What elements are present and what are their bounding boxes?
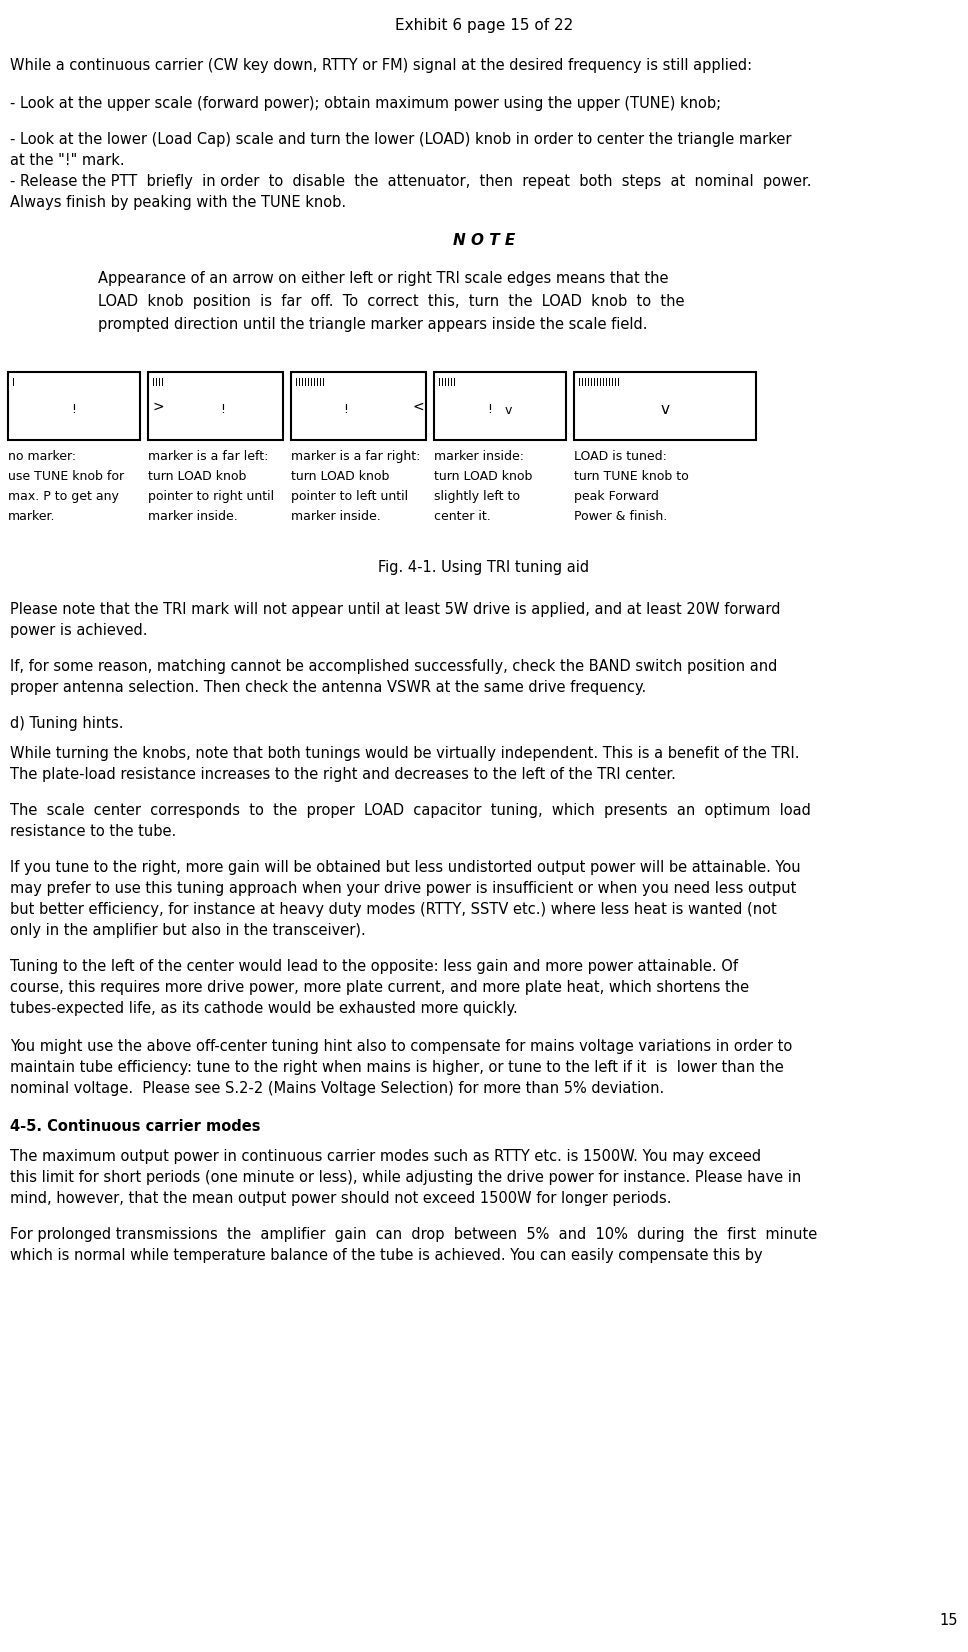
- Bar: [434, 372, 566, 439]
- Text: LOAD is tuned:: LOAD is tuned:: [574, 449, 667, 463]
- Text: IIII: IIII: [152, 378, 164, 388]
- Text: LOAD  knob  position  is  far  off.  To  correct  this,  turn  the  LOAD  knob  : LOAD knob position is far off. To correc…: [98, 294, 684, 309]
- Text: - Look at the lower (Load Cap) scale and turn the lower (LOAD) knob in order to : - Look at the lower (Load Cap) scale and…: [10, 132, 792, 147]
- Text: >: >: [152, 400, 164, 415]
- Text: Exhibit 6 page 15 of 22: Exhibit 6 page 15 of 22: [395, 18, 573, 33]
- Text: !: !: [72, 403, 76, 416]
- Text: - Release the PTT  briefly  in order  to  disable  the  attenuator,  then  repea: - Release the PTT briefly in order to di…: [10, 173, 811, 188]
- Text: which is normal while temperature balance of the tube is achieved. You can easil: which is normal while temperature balanc…: [10, 1247, 763, 1264]
- Text: marker.: marker.: [8, 510, 55, 524]
- Text: marker inside:: marker inside:: [434, 449, 524, 463]
- Bar: [574, 372, 756, 439]
- Text: The  scale  center  corresponds  to  the  proper  LOAD  capacitor  tuning,  whic: The scale center corresponds to the prop…: [10, 803, 811, 818]
- Text: slightly left to: slightly left to: [434, 491, 520, 502]
- Text: !: !: [344, 403, 348, 416]
- Text: tubes-expected life, as its cathode would be exhausted more quickly.: tubes-expected life, as its cathode woul…: [10, 1001, 518, 1016]
- Text: marker inside.: marker inside.: [148, 510, 238, 524]
- Text: v: v: [504, 405, 512, 416]
- Text: proper antenna selection. Then check the antenna VSWR at the same drive frequenc: proper antenna selection. Then check the…: [10, 681, 647, 695]
- Text: nominal voltage.  Please see S.2-2 (Mains Voltage Selection) for more than 5% de: nominal voltage. Please see S.2-2 (Mains…: [10, 1080, 664, 1095]
- Bar: [8, 372, 140, 439]
- Text: If, for some reason, matching cannot be accomplished successfully, check the BAN: If, for some reason, matching cannot be …: [10, 659, 777, 674]
- Text: prompted direction until the triangle marker appears inside the scale field.: prompted direction until the triangle ma…: [98, 317, 648, 332]
- Text: course, this requires more drive power, more plate current, and more plate heat,: course, this requires more drive power, …: [10, 980, 749, 995]
- Text: turn LOAD knob: turn LOAD knob: [434, 471, 532, 482]
- Text: d) Tuning hints.: d) Tuning hints.: [10, 715, 124, 730]
- Text: IIIIIIIIIIIIII: IIIIIIIIIIIIII: [578, 378, 620, 388]
- Text: 15: 15: [940, 1612, 958, 1627]
- Text: Fig. 4-1. Using TRI tuning aid: Fig. 4-1. Using TRI tuning aid: [378, 560, 590, 575]
- Text: For prolonged transmissions  the  amplifier  gain  can  drop  between  5%  and  : For prolonged transmissions the amplifie…: [10, 1227, 817, 1242]
- Text: While turning the knobs, note that both tunings would be virtually independent. : While turning the knobs, note that both …: [10, 747, 800, 762]
- Text: While a continuous carrier (CW key down, RTTY or FM) signal at the desired frequ: While a continuous carrier (CW key down,…: [10, 58, 752, 73]
- Text: turn TUNE knob to: turn TUNE knob to: [574, 471, 689, 482]
- Text: use TUNE knob for: use TUNE knob for: [8, 471, 124, 482]
- Text: The plate-load resistance increases to the right and decreases to the left of th: The plate-load resistance increases to t…: [10, 767, 676, 781]
- Text: but better efficiency, for instance at heavy duty modes (RTTY, SSTV etc.) where : but better efficiency, for instance at h…: [10, 902, 776, 917]
- Text: IIIIIIIIII: IIIIIIIIII: [295, 378, 325, 388]
- Text: marker inside.: marker inside.: [291, 510, 380, 524]
- Text: turn LOAD knob: turn LOAD knob: [291, 471, 389, 482]
- Text: only in the amplifier but also in the transceiver).: only in the amplifier but also in the tr…: [10, 923, 366, 938]
- Text: !: !: [221, 403, 226, 416]
- Text: this limit for short periods (one minute or less), while adjusting the drive pow: this limit for short periods (one minute…: [10, 1170, 802, 1184]
- Text: pointer to left until: pointer to left until: [291, 491, 408, 502]
- Text: power is achieved.: power is achieved.: [10, 623, 147, 638]
- Text: at the "!" mark.: at the "!" mark.: [10, 154, 125, 169]
- Text: Tuning to the left of the center would lead to the opposite: less gain and more : Tuning to the left of the center would l…: [10, 960, 738, 975]
- Text: Power & finish.: Power & finish.: [574, 510, 667, 524]
- Text: center it.: center it.: [434, 510, 491, 524]
- Text: resistance to the tube.: resistance to the tube.: [10, 824, 176, 839]
- Text: may prefer to use this tuning approach when your drive power is insufficient or : may prefer to use this tuning approach w…: [10, 881, 797, 895]
- Text: marker is a far left:: marker is a far left:: [148, 449, 268, 463]
- Text: peak Forward: peak Forward: [574, 491, 659, 502]
- Text: maintain tube efficiency: tune to the right when mains is higher, or tune to the: maintain tube efficiency: tune to the ri…: [10, 1061, 784, 1075]
- Text: no marker:: no marker:: [8, 449, 76, 463]
- Text: max. P to get any: max. P to get any: [8, 491, 119, 502]
- Text: pointer to right until: pointer to right until: [148, 491, 274, 502]
- Text: Appearance of an arrow on either left or right TRI scale edges means that the: Appearance of an arrow on either left or…: [98, 271, 669, 286]
- Text: <: <: [412, 400, 424, 415]
- Text: I: I: [12, 378, 15, 388]
- Bar: [148, 372, 283, 439]
- Bar: [291, 372, 426, 439]
- Text: You might use the above off-center tuning hint also to compensate for mains volt: You might use the above off-center tunin…: [10, 1039, 792, 1054]
- Text: 4-5. Continuous carrier modes: 4-5. Continuous carrier modes: [10, 1118, 260, 1133]
- Text: mind, however, that the mean output power should not exceed 1500W for longer per: mind, however, that the mean output powe…: [10, 1191, 672, 1206]
- Text: Always finish by peaking with the TUNE knob.: Always finish by peaking with the TUNE k…: [10, 195, 347, 210]
- Text: The maximum output power in continuous carrier modes such as RTTY etc. is 1500W.: The maximum output power in continuous c…: [10, 1150, 761, 1165]
- Text: turn LOAD knob: turn LOAD knob: [148, 471, 247, 482]
- Text: If you tune to the right, more gain will be obtained but less undistorted output: If you tune to the right, more gain will…: [10, 861, 801, 876]
- Text: marker is a far right:: marker is a far right:: [291, 449, 420, 463]
- Text: N O T E: N O T E: [453, 233, 515, 248]
- Text: v: v: [660, 401, 670, 416]
- Text: IIIIII: IIIIII: [438, 378, 456, 388]
- Text: Please note that the TRI mark will not appear until at least 5W drive is applied: Please note that the TRI mark will not a…: [10, 601, 780, 616]
- Text: - Look at the upper scale (forward power); obtain maximum power using the upper : - Look at the upper scale (forward power…: [10, 96, 721, 111]
- Text: !: !: [488, 403, 493, 416]
